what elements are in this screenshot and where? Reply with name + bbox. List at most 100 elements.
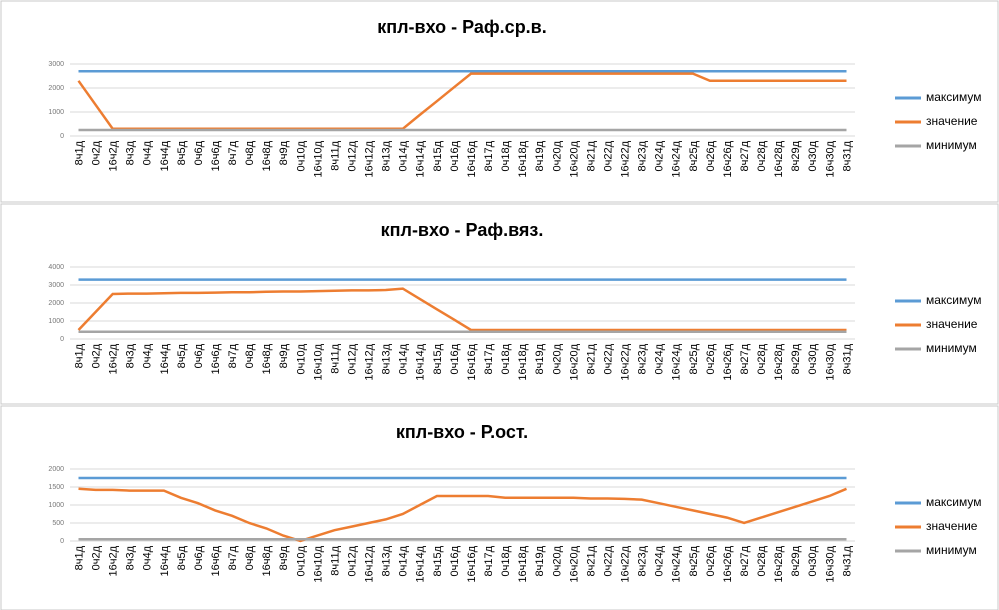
x-tick-label: 16ч26д <box>722 545 734 582</box>
x-tick-label: 16ч20д <box>568 545 580 582</box>
x-tick-label: 16ч16д <box>466 343 478 380</box>
x-tick-label: 16ч4д <box>159 343 171 374</box>
x-tick-label: 16ч16д <box>466 545 478 582</box>
x-tick-label: 8ч5д <box>176 140 188 165</box>
x-tick-label: 0ч22д <box>602 545 614 576</box>
x-tick-label: 16ч28д <box>773 545 785 582</box>
chart-title: кпл-вхо - Р.ост. <box>396 422 528 442</box>
x-tick-label: 8ч13д <box>381 545 393 576</box>
x-tick-label: 0ч6д <box>193 545 205 570</box>
x-tick-label: 8ч7д <box>227 140 239 165</box>
x-tick-label: 0ч28д <box>756 140 768 171</box>
x-tick-label: 8ч3д <box>125 343 137 368</box>
x-tick-label: 8ч19д <box>534 343 546 374</box>
legend-label: максимум <box>926 90 982 104</box>
x-tick-label: 16ч14д <box>415 140 427 177</box>
x-tick-label: 8ч21д <box>585 140 597 171</box>
x-tick-label: 0ч10д <box>295 343 307 374</box>
x-tick-label: 8ч15д <box>432 140 444 171</box>
x-tick-label: 16ч28д <box>773 140 785 177</box>
x-tick-label: 16ч26д <box>722 140 734 177</box>
x-tick-label: 8ч27д <box>739 140 751 171</box>
chart-title: кпл-вхо - Раф.ср.в. <box>377 17 547 37</box>
x-tick-label: 16ч6д <box>210 545 222 576</box>
x-tick-label: 0ч8д <box>244 343 256 368</box>
x-tick-label: 8ч13д <box>381 140 393 171</box>
y-tick-label: 3000 <box>48 61 64 68</box>
x-tick-label: 8ч25д <box>688 545 700 576</box>
x-tick-label: 0ч22д <box>602 343 614 374</box>
x-tick-label: 0ч20д <box>551 545 563 576</box>
legend-label: максимум <box>926 293 982 307</box>
x-tick-label: 8ч19д <box>534 545 546 576</box>
series-line <box>78 487 847 543</box>
legend-label: значение <box>926 317 978 331</box>
x-tick-label: 16ч28д <box>773 343 785 380</box>
x-tick-label: 8ч9д <box>278 140 290 165</box>
x-tick-label: 8ч31д <box>841 545 853 576</box>
x-tick-label: 16ч24д <box>671 343 683 380</box>
y-tick-label: 2000 <box>48 466 64 473</box>
x-tick-label: 8ч15д <box>432 545 444 576</box>
legend-label: значение <box>926 114 978 128</box>
x-tick-label: 0ч2д <box>91 545 103 570</box>
x-tick-label: 0ч30д <box>807 140 819 171</box>
x-tick-label: 16ч16д <box>466 140 478 177</box>
x-tick-label: 8ч27д <box>739 343 751 374</box>
x-tick-label: 8ч11д <box>329 140 341 170</box>
x-tick-label: 8ч1д <box>73 545 85 570</box>
y-tick-label: 1000 <box>48 109 64 116</box>
x-tick-label: 0ч26д <box>705 545 717 576</box>
x-tick-label: 8ч29д <box>790 545 802 576</box>
x-tick-label: 0ч10д <box>295 545 307 576</box>
x-tick-label: 16ч30д <box>824 140 836 177</box>
x-tick-label: 0ч20д <box>551 343 563 374</box>
x-tick-label: 8ч29д <box>790 343 802 374</box>
x-tick-label: 0ч14д <box>398 545 410 576</box>
x-tick-label: 8ч1д <box>73 140 85 165</box>
x-tick-label: 16ч8д <box>261 140 273 171</box>
x-tick-label: 8ч11д <box>329 343 341 373</box>
x-tick-label: 8ч23д <box>637 140 649 171</box>
x-tick-label: 0ч12д <box>346 545 358 576</box>
x-tick-label: 8ч29д <box>790 140 802 171</box>
x-tick-label: 16ч6д <box>210 140 222 171</box>
x-tick-label: 8ч13д <box>381 343 393 374</box>
x-tick-label: 0ч12д <box>346 140 358 171</box>
x-tick-label: 0ч2д <box>91 343 103 368</box>
chart-panel: кпл-вхо - Р.ост. 0 500 1000 1500 2000 8ч1д 0ч2д… <box>0 405 999 610</box>
y-tick-label: 1500 <box>48 484 64 491</box>
x-tick-label: 16ч2д <box>108 140 120 171</box>
chart-panel: кпл-вхо - Раф.ср.в. 0 1000 2000 3000 8ч1д 0ч2д… <box>0 0 999 203</box>
x-tick-label: 16ч10д <box>312 140 324 177</box>
y-tick-label: 2000 <box>48 85 64 92</box>
y-tick-label: 1000 <box>48 318 64 325</box>
x-tick-label: 0ч20д <box>551 140 563 171</box>
x-tick-label: 8ч3д <box>125 140 137 165</box>
x-tick-label: 16ч12д <box>364 545 376 582</box>
x-tick-label: 8ч31д <box>841 140 853 171</box>
legend-label: значение <box>926 519 978 533</box>
x-tick-label: 16ч18д <box>517 545 529 582</box>
x-tick-label: 16ч6д <box>210 343 222 374</box>
x-tick-label: 16ч14д <box>415 343 427 380</box>
x-tick-label: 0ч24д <box>654 140 666 171</box>
x-tick-label: 0ч22д <box>602 140 614 171</box>
panel-frame <box>0 203 999 405</box>
x-tick-label: 16ч22д <box>620 140 632 177</box>
chart-panel: кпл-вхо - Раф.вяз. 0 1000 2000 3000 4000 8ч1д 0… <box>0 203 999 405</box>
x-tick-label: 16ч24д <box>671 140 683 177</box>
y-tick-label: 500 <box>52 520 64 527</box>
x-tick-label: 16ч4д <box>159 140 171 171</box>
y-tick-label: 0 <box>60 538 64 545</box>
x-tick-label: 0ч6д <box>193 140 205 165</box>
y-tick-label: 4000 <box>48 264 64 271</box>
x-tick-label: 8ч17д <box>483 343 495 374</box>
x-tick-label: 8ч5д <box>176 343 188 368</box>
y-tick-label: 0 <box>60 336 64 343</box>
series-line <box>77 287 847 332</box>
x-tick-label: 0ч18д <box>500 343 512 374</box>
x-tick-label: 0ч14д <box>398 343 410 374</box>
x-tick-label: 0ч18д <box>500 140 512 171</box>
x-tick-label: 16ч14д <box>415 545 427 582</box>
